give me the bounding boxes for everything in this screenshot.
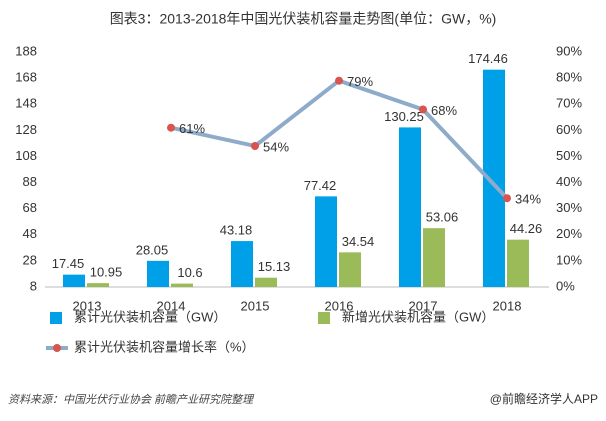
bar bbox=[315, 196, 337, 287]
legend-label: 累计光伏装机容量增长率（%） bbox=[74, 339, 255, 354]
bar bbox=[255, 277, 277, 287]
value-label: 10.6 bbox=[177, 265, 202, 280]
y2-tick-label: 10% bbox=[556, 252, 582, 267]
value-label: 17.45 bbox=[52, 256, 85, 271]
y-tick-label: 188 bbox=[15, 43, 37, 58]
y2-tick-label: 90% bbox=[556, 43, 582, 58]
y-tick-label: 128 bbox=[15, 122, 37, 137]
value-label: 79% bbox=[347, 74, 373, 89]
line-marker bbox=[251, 142, 259, 150]
y2-tick-label: 50% bbox=[556, 148, 582, 163]
value-label: 130.25 bbox=[384, 109, 424, 124]
value-label: 44.26 bbox=[510, 221, 543, 236]
y2-tick-label: 80% bbox=[556, 70, 582, 85]
legend-swatch bbox=[318, 312, 330, 324]
y-tick-label: 168 bbox=[15, 70, 37, 85]
y2-tick-label: 40% bbox=[556, 174, 582, 189]
legend-label: 累计光伏装机容量（GW） bbox=[74, 309, 226, 324]
line-marker bbox=[335, 76, 343, 85]
chart-title: 图表3：2013-2018年中国光伏装机容量走势图(单位：GW，%) bbox=[110, 11, 497, 27]
x-tick-label: 2017 bbox=[409, 298, 438, 313]
value-label: 28.05 bbox=[136, 242, 169, 257]
value-label: 34.54 bbox=[342, 234, 375, 249]
y-tick-label: 8 bbox=[30, 278, 37, 293]
y2-tick-label: 30% bbox=[556, 200, 582, 215]
value-label: 61% bbox=[179, 121, 205, 136]
value-label: 174.46 bbox=[468, 51, 508, 66]
bar bbox=[147, 260, 169, 287]
y-tick-label: 148 bbox=[15, 96, 37, 111]
legend-swatch bbox=[50, 312, 62, 324]
line-marker bbox=[503, 194, 511, 203]
source-note: 资料来源：中国光伏行业协会 前瞻产业研究院整理 bbox=[8, 393, 255, 406]
credit: @前瞻经济学人APP bbox=[490, 391, 598, 406]
value-label: 10.95 bbox=[90, 265, 123, 280]
x-tick-label: 2018 bbox=[493, 298, 522, 313]
y2-tick-label: 60% bbox=[556, 122, 582, 137]
legend-swatch bbox=[53, 344, 61, 352]
x-tick-label: 2016 bbox=[325, 298, 354, 313]
legend-label: 新增光伏装机容量（GW） bbox=[342, 309, 494, 324]
value-label: 15.13 bbox=[258, 259, 291, 274]
y2-tick-label: 20% bbox=[556, 226, 582, 241]
bar bbox=[63, 274, 85, 287]
bar bbox=[87, 283, 109, 287]
x-tick-label: 2014 bbox=[157, 298, 186, 313]
x-tick-label: 2015 bbox=[241, 298, 270, 313]
y-tick-label: 28 bbox=[23, 252, 37, 267]
line-marker bbox=[419, 105, 427, 114]
bar bbox=[231, 241, 253, 287]
bar bbox=[423, 228, 445, 287]
y-tick-label: 88 bbox=[23, 174, 37, 189]
x-tick-label: 2013 bbox=[73, 298, 102, 313]
y-tick-label: 68 bbox=[23, 200, 37, 215]
value-label: 77.42 bbox=[304, 178, 337, 193]
value-label: 54% bbox=[263, 139, 289, 154]
y-tick-label: 48 bbox=[23, 226, 37, 241]
y2-tick-label: 0% bbox=[556, 278, 575, 293]
bar bbox=[339, 252, 361, 287]
value-label: 53.06 bbox=[426, 210, 459, 225]
bar bbox=[171, 283, 193, 287]
y-tick-label: 108 bbox=[15, 148, 37, 163]
bar bbox=[399, 127, 421, 287]
line-marker bbox=[167, 123, 175, 132]
line bbox=[170, 78, 509, 200]
y2-tick-label: 70% bbox=[556, 96, 582, 111]
value-label: 68% bbox=[431, 103, 457, 118]
bar bbox=[507, 239, 529, 287]
bar bbox=[483, 69, 505, 288]
value-label: 43.18 bbox=[220, 223, 253, 238]
value-label: 34% bbox=[515, 192, 541, 207]
